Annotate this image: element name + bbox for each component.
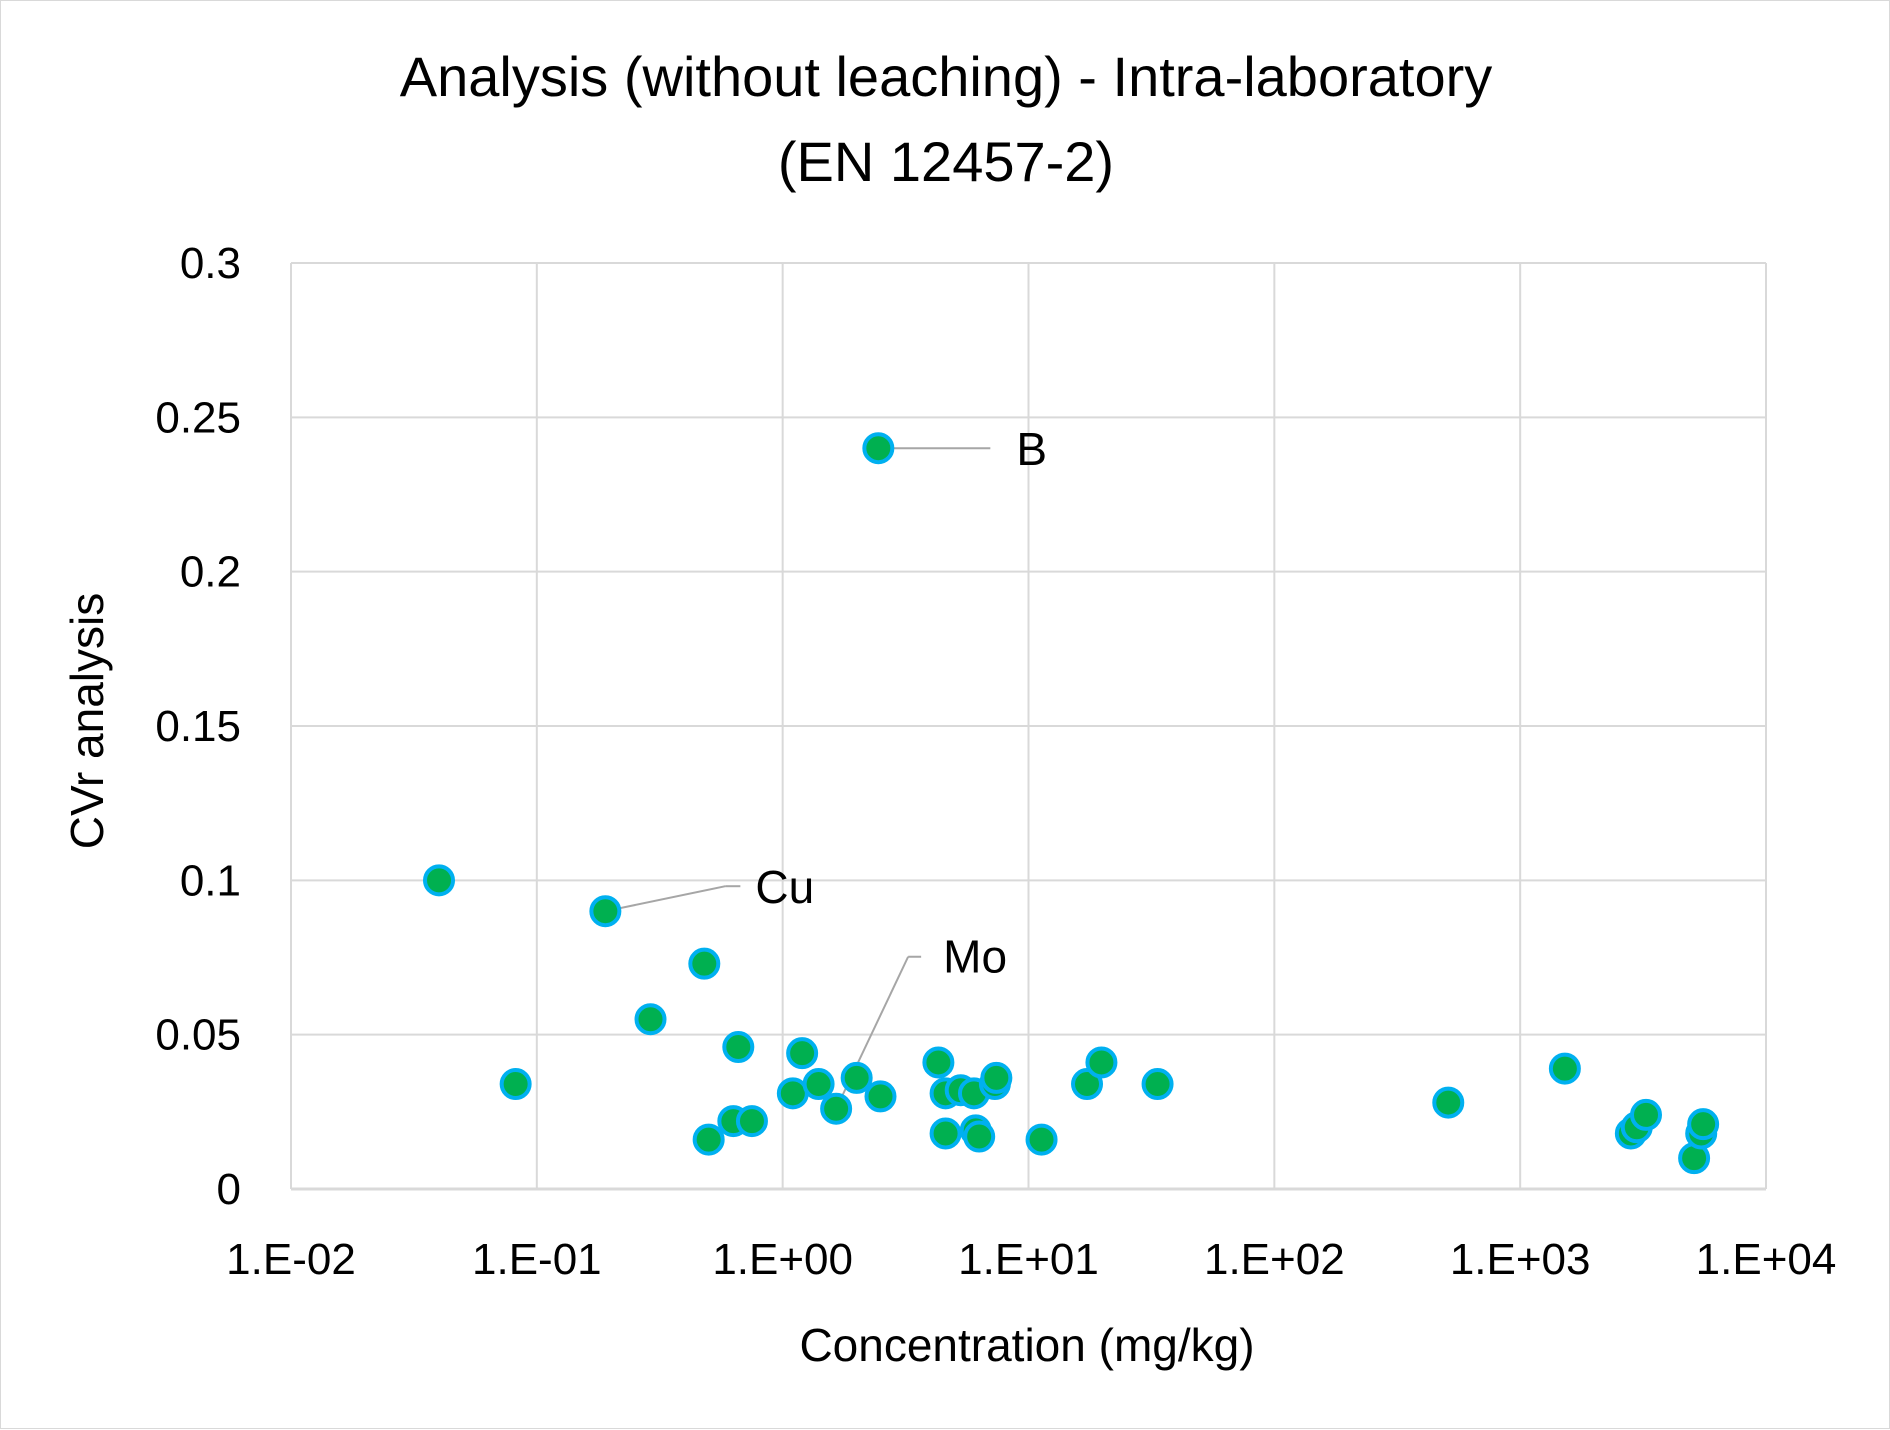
y-tick-label: 0.2 [180,548,241,597]
data-point [862,432,895,465]
data-point [692,1123,725,1156]
x-tick-labels: 1.E-02 1.E-01 1.E+00 1.E+01 1.E+02 1.E+03 1.E+… [226,1235,1836,1284]
data-point [963,1120,996,1153]
data-point [735,1105,768,1138]
data-point [1432,1086,1465,1119]
annotation-labels: B Cu Mo [755,423,1047,983]
y-tick-label: 0 [217,1165,241,1214]
data-point [1085,1046,1118,1079]
data-point [499,1068,532,1101]
data-point [1548,1052,1581,1085]
x-tick-label: 1.E+04 [1696,1235,1837,1284]
data-point [1687,1108,1720,1141]
data-point [1630,1098,1663,1131]
data-point [802,1068,835,1101]
data-point [1141,1068,1174,1101]
data-point [980,1061,1013,1094]
y-tick-label: 0.1 [180,856,241,905]
annotation-leader-lines [605,447,991,1110]
x-tick-label: 1.E-01 [472,1235,602,1284]
x-axis-title: Concentration (mg/kg) [799,1319,1254,1371]
x-tick-label: 1.E+01 [958,1235,1099,1284]
annotation-leader-line [605,885,726,913]
data-point [1025,1123,1058,1156]
annotation-label-cu: Cu [755,861,814,913]
data-point [423,864,456,897]
chart-title: Analysis (without leaching) - Intra-labo… [400,45,1492,108]
data-point [840,1061,873,1094]
chart-subtitle: (EN 12457-2) [778,130,1114,193]
x-tick-label: 1.E-02 [226,1235,356,1284]
x-tick-label: 1.E+02 [1204,1235,1345,1284]
data-point [922,1046,955,1079]
y-tick-label: 0.3 [180,239,241,288]
annotation-label-mo: Mo [943,931,1007,983]
x-tick-label: 1.E+00 [712,1235,853,1284]
data-point [820,1092,853,1125]
annotation-label-b: B [1016,423,1047,475]
data-point [589,895,622,928]
y-tick-label: 0.25 [155,393,241,442]
data-point [634,1003,667,1036]
x-tick-label: 1.E+03 [1450,1235,1591,1284]
data-point [929,1117,962,1150]
data-point [722,1031,755,1064]
data-point [864,1080,897,1113]
data-point [786,1037,819,1070]
y-axis-title: CVr analysis [61,593,113,849]
y-tick-labels: 0 0.05 0.1 0.15 0.2 0.25 0.3 [155,239,241,1214]
data-points [423,432,1720,1175]
y-tick-label: 0.05 [155,1011,241,1060]
data-point [688,947,721,980]
y-tick-label: 0.15 [155,702,241,751]
data-point [1071,1068,1104,1101]
gridlines [290,262,1767,1189]
